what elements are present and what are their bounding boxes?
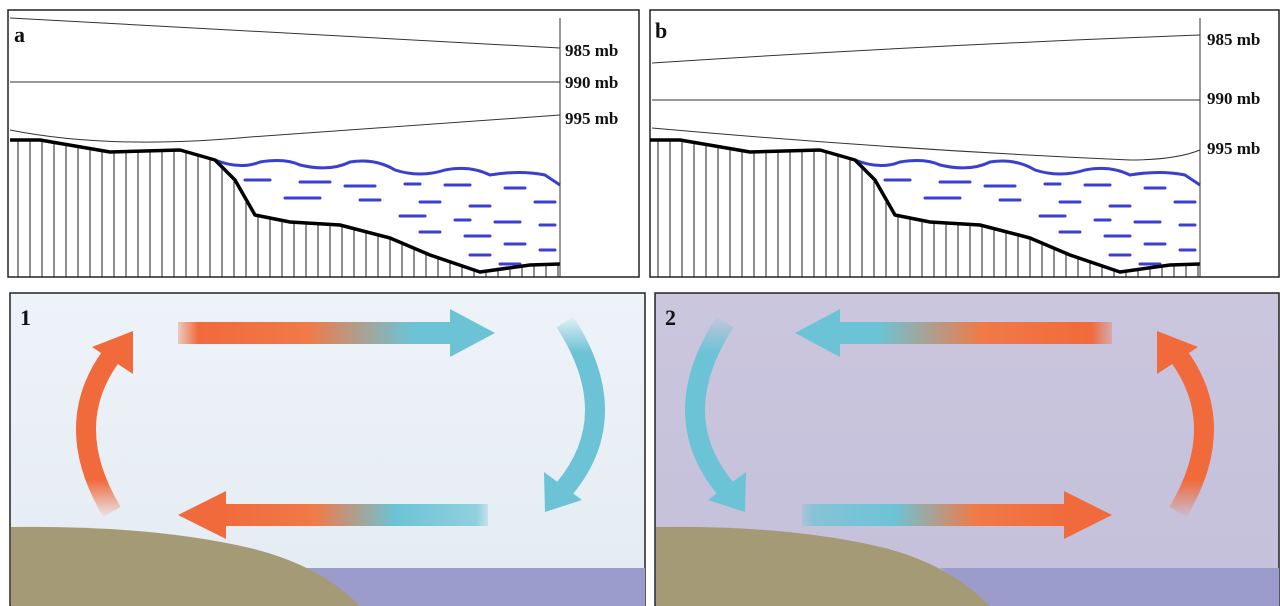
panel-b: b 985 mb 990 mb 995 mb	[648, 9, 1280, 279]
panel-a: a 985 mb 990 mb 995 mb	[7, 9, 640, 279]
isobar-label: 995 mb	[565, 109, 618, 128]
panel-label: a	[14, 22, 25, 47]
panel-label: b	[655, 18, 667, 43]
isobar-label: 990 mb	[565, 73, 618, 92]
panel-2: 2	[654, 292, 1280, 606]
panel-label: 2	[665, 305, 676, 330]
isobar-label: 990 mb	[1207, 89, 1260, 108]
isobar-label: 985 mb	[1207, 30, 1260, 49]
panel-1: 1	[9, 292, 646, 606]
panel-label: 1	[20, 305, 31, 330]
isobar-label: 995 mb	[1207, 139, 1260, 158]
isobar-label: 985 mb	[565, 41, 618, 60]
